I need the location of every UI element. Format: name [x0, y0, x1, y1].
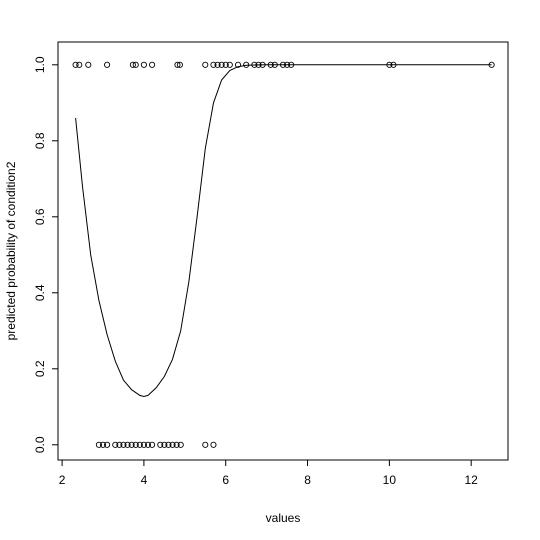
data-point — [149, 61, 156, 68]
data-point — [210, 61, 217, 68]
data-point — [72, 61, 79, 68]
x-axis-label: values — [266, 511, 301, 525]
y-tick-label: 0.8 — [33, 132, 47, 149]
data-point — [95, 441, 102, 448]
x-axis: 2 4 6 8 10 12 — [59, 459, 479, 487]
data-point — [169, 441, 176, 448]
y-tick-label: 0.2 — [33, 360, 47, 377]
data-point — [157, 441, 164, 448]
data-point — [259, 61, 266, 68]
x-tick-label: 4 — [141, 473, 148, 487]
data-point — [279, 61, 287, 68]
data-point — [218, 61, 225, 68]
data-point — [226, 61, 233, 68]
data-point — [174, 61, 181, 68]
data-point — [132, 61, 139, 68]
y-tick-label: 0.0 — [33, 436, 47, 453]
y-tick-label: 0.6 — [33, 208, 47, 225]
data-point — [222, 61, 229, 68]
y-tick-label: 1.0 — [33, 56, 47, 73]
x-tick-label: 6 — [222, 473, 229, 487]
data-point — [267, 61, 274, 68]
data-point — [140, 61, 147, 68]
data-point — [243, 61, 250, 68]
data-point — [112, 441, 119, 448]
data-point — [124, 441, 131, 448]
data-point — [210, 441, 217, 448]
x-tick-label: 2 — [59, 473, 66, 487]
data-point — [173, 441, 180, 448]
data-point — [99, 441, 107, 448]
data-point — [161, 441, 168, 448]
fitted-probability-curve — [75, 64, 492, 398]
y-tick-label: 0.4 — [33, 284, 47, 301]
y-axis: 0.0 0.2 0.4 0.6 0.8 1.0 — [33, 56, 59, 453]
data-point — [116, 441, 123, 448]
data-point — [85, 61, 92, 68]
data-point — [104, 61, 111, 68]
data-point — [234, 61, 242, 68]
data-point — [271, 61, 278, 68]
data-point — [488, 61, 495, 68]
data-point — [255, 61, 262, 68]
data-point — [386, 61, 393, 68]
x-tick-label: 10 — [383, 473, 397, 487]
data-point — [177, 441, 184, 448]
x-tick-label: 8 — [304, 473, 311, 487]
data-point — [104, 441, 111, 448]
data-point — [251, 61, 258, 68]
data-point — [128, 441, 135, 448]
data-point — [202, 441, 209, 448]
data-point — [390, 61, 397, 68]
data-point — [76, 61, 83, 68]
x-tick-label: 12 — [465, 473, 479, 487]
data-point — [202, 61, 209, 68]
data-point — [129, 61, 136, 68]
plot-frame — [57, 41, 509, 461]
data-point — [288, 61, 295, 68]
data-point — [140, 441, 147, 448]
data-point — [284, 61, 291, 68]
data-point — [120, 441, 127, 448]
data-point — [165, 441, 172, 448]
data-point — [214, 61, 221, 68]
data-point — [149, 441, 156, 448]
data-point — [176, 61, 183, 68]
y-axis-label: predicted probability of condition2 — [4, 161, 18, 340]
points-layer — [72, 61, 495, 448]
fitted-curve-layer — [75, 64, 492, 398]
data-point — [132, 441, 139, 448]
data-point — [144, 441, 152, 448]
data-point — [136, 441, 143, 448]
